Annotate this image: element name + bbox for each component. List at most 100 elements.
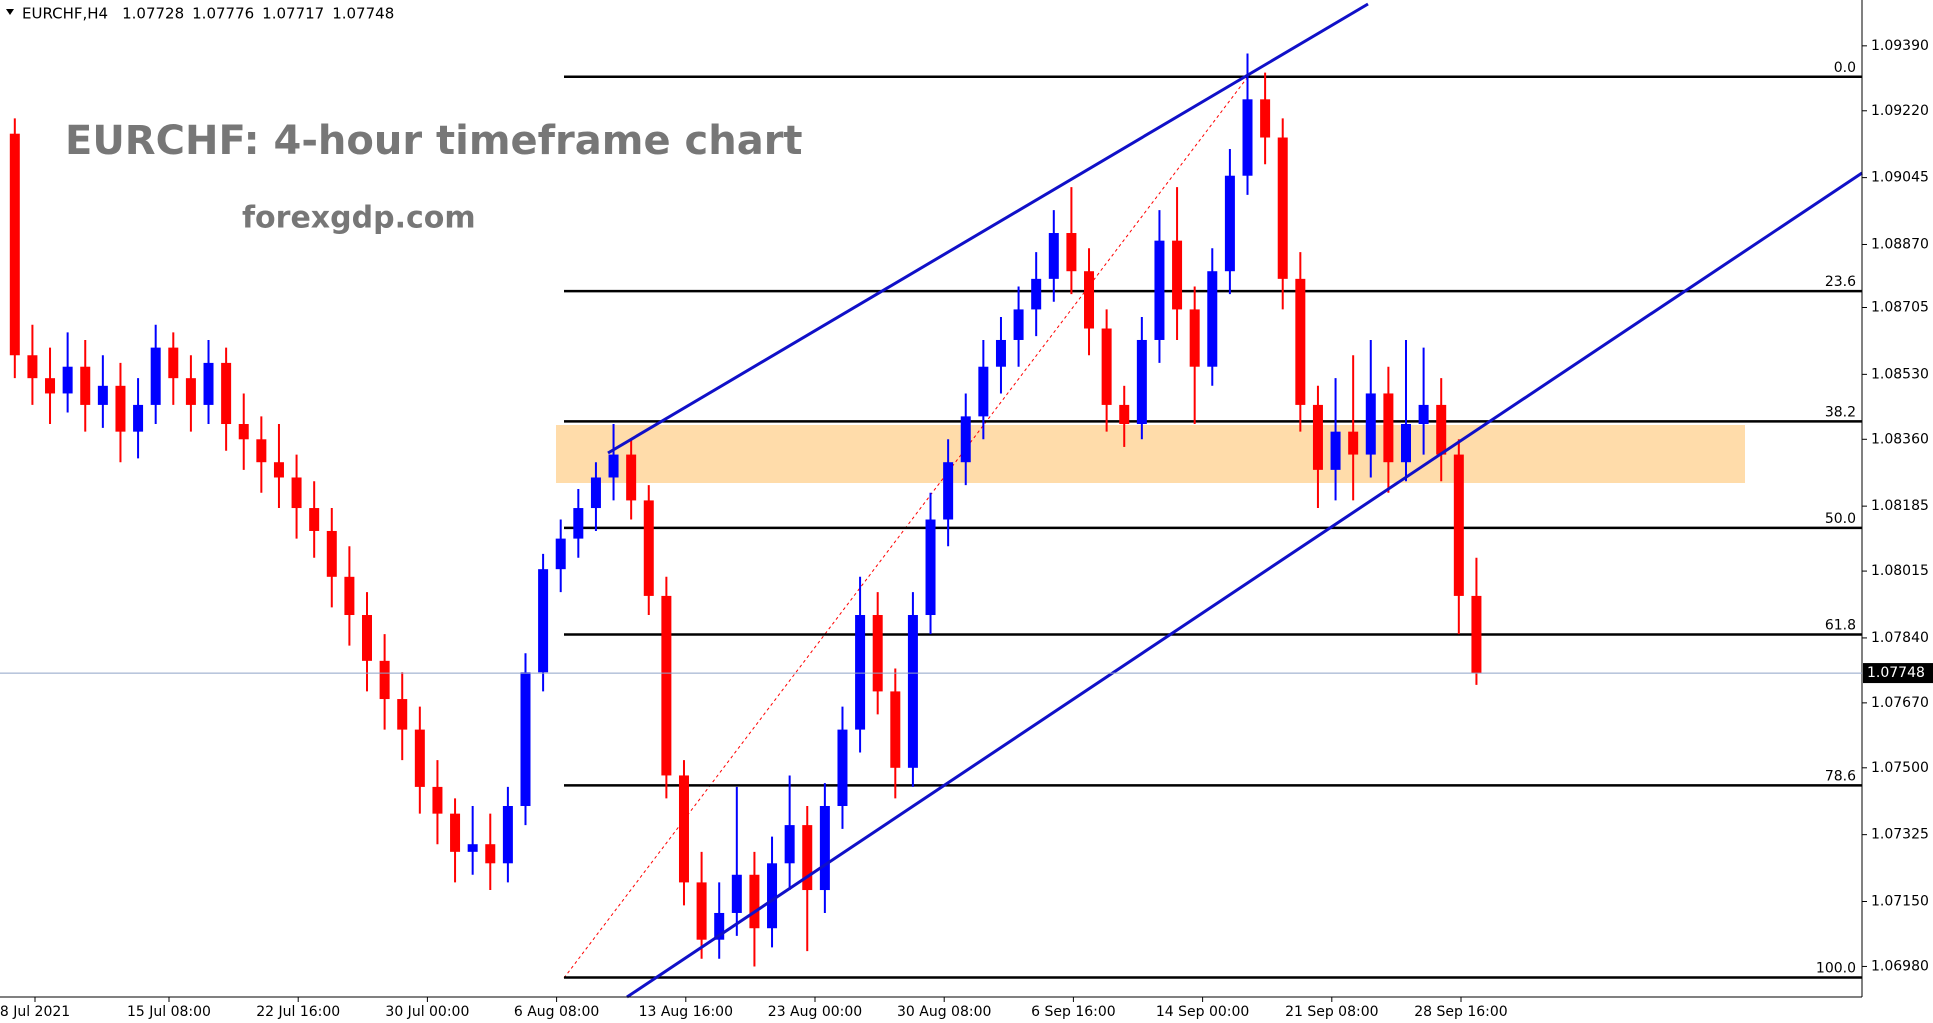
candle-body [925,519,936,616]
candle-body [432,786,443,814]
fib-label: 38.2 [1825,404,1856,420]
candle-body [326,530,337,577]
fib-label: 61.8 [1825,617,1856,633]
candle-body [291,477,302,509]
symbol: EURCHF,H4 [22,5,108,23]
candles [9,53,1482,967]
candle-body [1471,595,1482,674]
y-tick-label: 1.06980 [1871,958,1929,974]
candle-body [414,729,425,787]
candle-body [1154,240,1165,340]
candle-body [661,595,672,776]
candle-body [837,729,848,807]
candle-body [678,775,689,883]
candle-body [62,366,73,394]
x-tick-label: 30 Jul 00:00 [385,1004,469,1020]
fib-label: 100.0 [1816,961,1856,977]
x-tick-label: 23 Aug 00:00 [768,1004,862,1020]
candle-body [802,825,813,891]
x-tick-label: 14 Sep 00:00 [1156,1004,1249,1020]
menu-arrow[interactable] [6,9,14,15]
x-tick-label: 30 Aug 08:00 [897,1004,991,1020]
candle-body [221,362,232,425]
chart-title: EURCHF: 4-hour timeframe chart [65,118,803,164]
y-tick-label: 1.08185 [1871,498,1929,514]
candle-body [1242,99,1253,176]
candle-body [45,378,56,394]
fib-diagonal [563,73,1251,979]
candle-body [943,462,954,520]
candle-body [256,439,267,463]
candle-body [1013,309,1024,340]
candle-body [784,825,795,864]
fib-levels: 0.0 23.6 38.2 50.0 61.8 78.6 100.0 [564,60,1862,979]
candle-body [626,454,637,501]
y-tick-label: 1.09220 [1871,103,1929,119]
candle-body [1136,339,1147,425]
candle-body [555,538,566,570]
candle-body [1066,233,1077,272]
candle-body [397,699,408,730]
candle-body [502,806,513,864]
candle-body [273,462,284,478]
candle-body [643,500,654,596]
candle-body [467,844,478,852]
candle-body [344,576,355,616]
y-tick-label: 1.08870 [1871,236,1929,252]
lower-trendline [626,171,1863,999]
upper-trendline [607,2,1369,455]
candle-body [97,385,108,405]
candle-body [309,508,320,531]
candle-body [978,366,989,417]
y-tick-label: 1.07670 [1871,695,1929,711]
y-tick-label: 1.07840 [1871,630,1929,646]
y-tick-label: 1.08015 [1871,563,1929,579]
candle-body [1277,137,1288,279]
candle-body [80,366,91,405]
candle-body [168,347,179,379]
candle-body [855,615,866,730]
y-tick-label: 1.08530 [1871,366,1929,382]
candle-body [1119,404,1130,425]
candle-body [185,378,196,405]
candle-body [1260,99,1271,138]
fib-label: 78.6 [1825,768,1856,784]
candle-body [1383,393,1394,463]
candle-body [1348,431,1359,455]
candle-body [1101,328,1112,405]
candle-body [1189,309,1200,367]
candle-body [819,806,830,891]
y-tick-label: 1.08360 [1871,431,1929,447]
candle-body [1295,278,1306,405]
y-tick-label: 1.07500 [1871,760,1929,776]
last-price-label: 1.07748 [1867,665,1925,681]
candle-body [1224,175,1235,272]
candle-body [203,362,214,405]
candle-body [9,133,20,356]
candle-body [731,874,742,913]
fib-label: 0.0 [1834,60,1856,76]
candle-body [1330,431,1341,470]
x-tick-label: 28 Sep 16:00 [1414,1004,1507,1020]
y-tick-label: 1.08705 [1871,300,1929,316]
candle-body [1453,454,1464,596]
ohlc-value: 1.07776 [192,5,254,23]
last-price-box [1863,663,1933,684]
candle-body [590,477,601,509]
candle-body [27,355,38,379]
candle-body [133,404,144,432]
candle-body [1207,271,1218,367]
candle-body [995,339,1006,367]
y-tick-label: 1.07325 [1871,827,1929,843]
candle-body [767,863,778,929]
ohlc-value: 1.07748 [332,5,394,23]
x-tick-label: 13 Aug 16:00 [639,1004,733,1020]
candle-body [1031,278,1042,310]
y-tick-label: 1.09390 [1871,38,1929,54]
candle-body [1312,404,1323,470]
candle-body [450,813,461,852]
candle-body [907,615,918,768]
candle-body [608,454,619,478]
